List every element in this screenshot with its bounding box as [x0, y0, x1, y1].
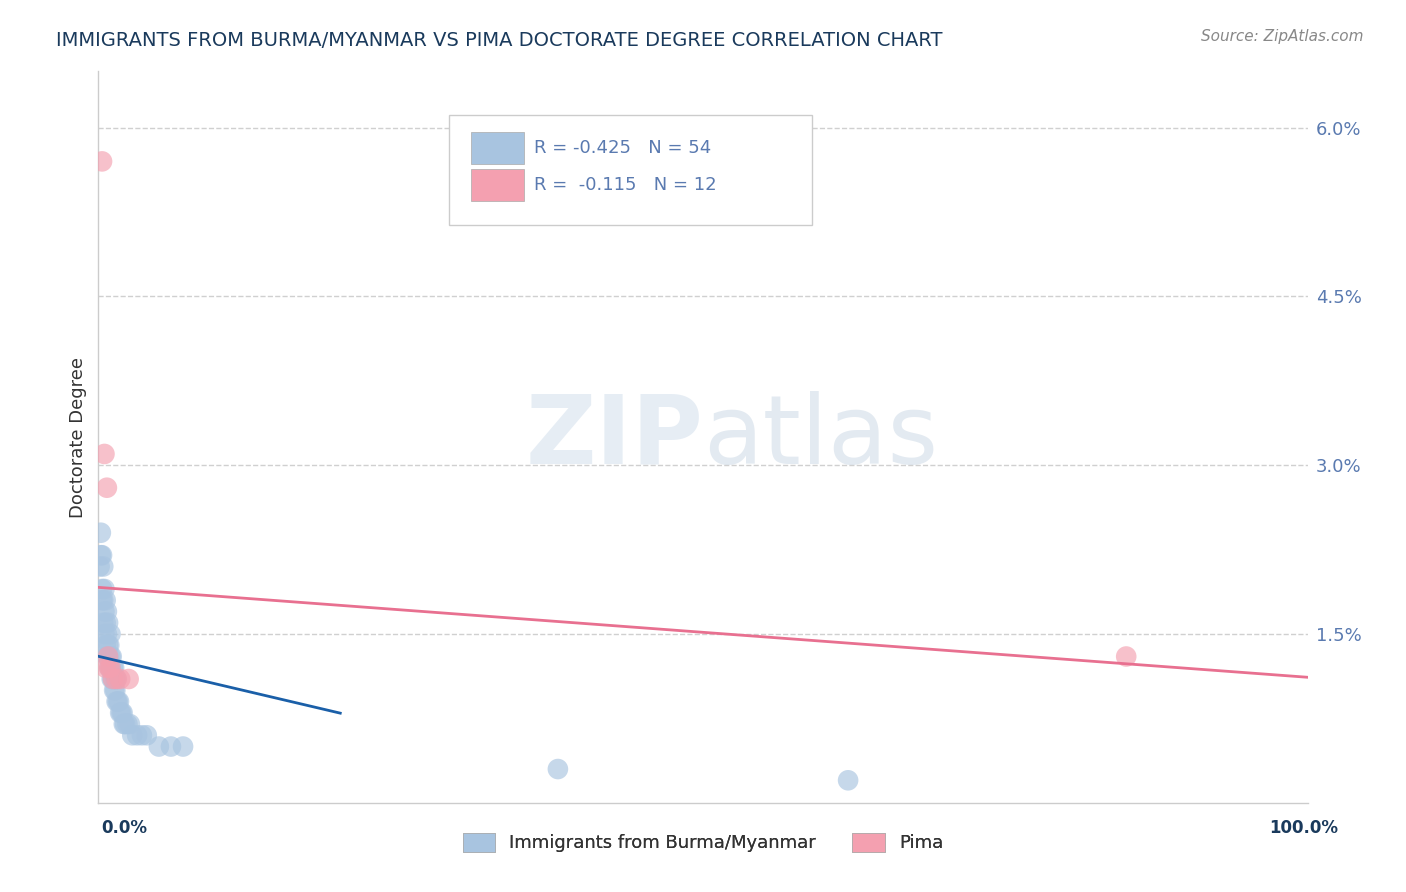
Point	[107, 694, 129, 708]
Point	[96, 627, 118, 641]
Point	[100, 649, 122, 664]
Point	[160, 739, 183, 754]
Point	[91, 548, 114, 562]
Text: IMMIGRANTS FROM BURMA/MYANMAR VS PIMA DOCTORATE DEGREE CORRELATION CHART: IMMIGRANTS FROM BURMA/MYANMAR VS PIMA DO…	[56, 31, 943, 50]
Point	[90, 525, 112, 540]
Point	[114, 717, 136, 731]
Point	[93, 627, 115, 641]
Point	[112, 717, 135, 731]
Point	[148, 739, 170, 754]
Point	[117, 717, 139, 731]
Point	[94, 661, 117, 675]
Point	[96, 649, 118, 664]
Point	[100, 627, 122, 641]
Point	[105, 672, 128, 686]
Point	[97, 615, 120, 630]
Point	[118, 717, 141, 731]
Point	[94, 638, 117, 652]
FancyBboxPatch shape	[471, 132, 524, 164]
Point	[94, 593, 117, 607]
Text: 100.0%: 100.0%	[1270, 819, 1339, 837]
Point	[121, 728, 143, 742]
Point	[89, 559, 111, 574]
Point	[98, 638, 121, 652]
Point	[91, 154, 114, 169]
Text: R = -0.425   N = 54: R = -0.425 N = 54	[534, 139, 711, 157]
Legend: Immigrants from Burma/Myanmar, Pima: Immigrants from Burma/Myanmar, Pima	[456, 826, 950, 860]
Point	[172, 739, 194, 754]
Point	[91, 582, 114, 596]
Point	[97, 649, 120, 664]
Point	[98, 661, 121, 675]
Point	[100, 672, 122, 686]
Point	[104, 683, 127, 698]
Point	[127, 728, 149, 742]
Point	[93, 605, 115, 619]
Point	[101, 661, 124, 675]
Point	[547, 762, 569, 776]
Text: 0.0%: 0.0%	[101, 819, 148, 837]
Point	[101, 672, 124, 686]
Point	[131, 728, 153, 742]
Point	[97, 638, 120, 652]
Point	[96, 481, 118, 495]
Point	[100, 661, 122, 675]
Point	[103, 661, 125, 675]
Y-axis label: Doctorate Degree: Doctorate Degree	[69, 357, 87, 517]
Point	[104, 672, 127, 686]
Point	[93, 582, 115, 596]
FancyBboxPatch shape	[471, 169, 524, 201]
Point	[101, 672, 124, 686]
Point	[118, 672, 141, 686]
Point	[110, 706, 132, 720]
Point	[135, 728, 157, 742]
Point	[94, 615, 117, 630]
FancyBboxPatch shape	[449, 115, 811, 225]
Text: Source: ZipAtlas.com: Source: ZipAtlas.com	[1201, 29, 1364, 44]
Point	[91, 615, 114, 630]
Text: ZIP: ZIP	[524, 391, 703, 483]
Point	[837, 773, 859, 788]
Point	[90, 548, 112, 562]
Point	[97, 649, 120, 664]
Text: R =  -0.115   N = 12: R = -0.115 N = 12	[534, 176, 716, 194]
Point	[91, 593, 114, 607]
Point	[103, 683, 125, 698]
Point	[105, 694, 128, 708]
Point	[96, 605, 118, 619]
Point	[108, 706, 131, 720]
Point	[105, 672, 128, 686]
Point	[108, 672, 131, 686]
Point	[100, 661, 122, 675]
Point	[91, 593, 114, 607]
Point	[111, 706, 134, 720]
Point	[100, 649, 122, 664]
Point	[108, 694, 131, 708]
Point	[98, 661, 121, 675]
Point	[91, 559, 114, 574]
Point	[93, 447, 115, 461]
Point	[1115, 649, 1137, 664]
Text: atlas: atlas	[703, 391, 938, 483]
